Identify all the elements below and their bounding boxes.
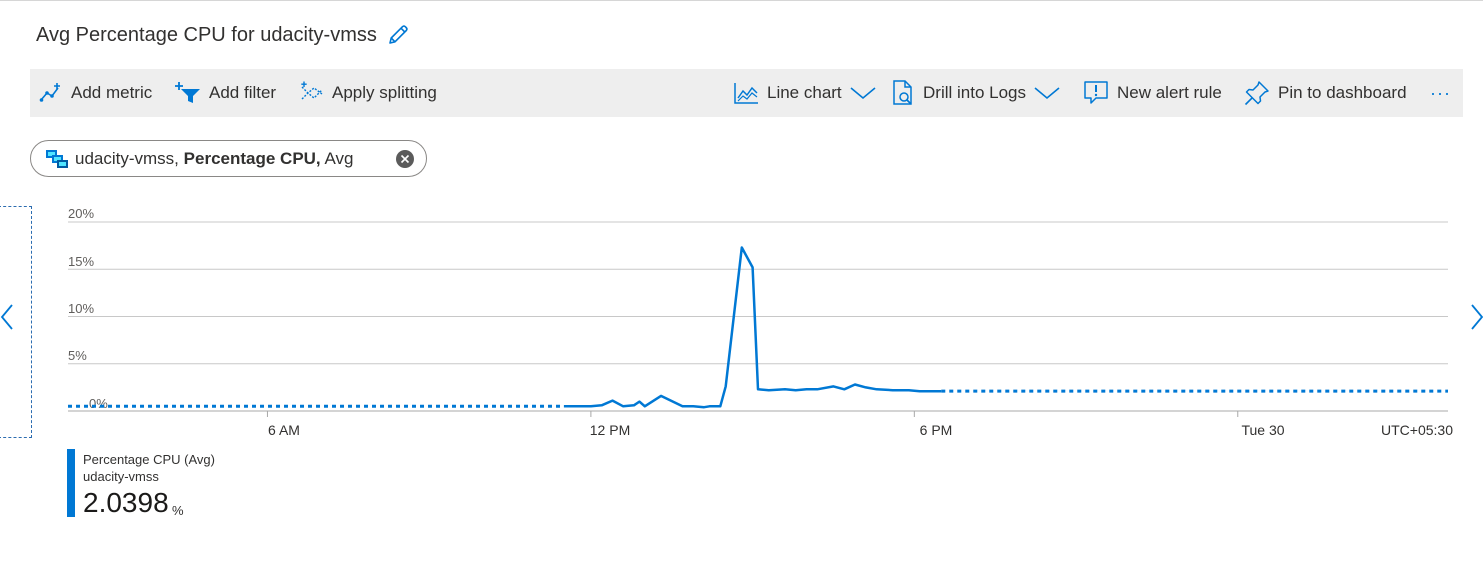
chart-title: Avg Percentage CPU for udacity-vmss — [36, 23, 377, 46]
timezone-label: UTC+05:30 — [1381, 422, 1453, 438]
new-alert-rule-label: New alert rule — [1117, 83, 1222, 102]
y-tick-label: 20% — [68, 206, 95, 221]
chevron-left-icon[interactable] — [0, 302, 16, 332]
metric-pill[interactable]: udacity-vmss, Percentage CPU, Avg — [30, 140, 427, 177]
pin-to-dashboard-label: Pin to dashboard — [1278, 83, 1407, 102]
x-tick-label: 6 PM — [919, 422, 953, 438]
filter-icon — [175, 82, 200, 103]
chevron-down-icon — [850, 87, 876, 100]
x-tick-label: 12 PM — [589, 422, 631, 438]
chevron-right-icon[interactable] — [1468, 302, 1483, 332]
y-tick-label: 10% — [68, 301, 95, 316]
legend-resource-name: udacity-vmss — [83, 469, 159, 484]
legend-value: 2.0398 — [83, 487, 169, 518]
line-chart-dropdown[interactable]: Line chart — [733, 69, 876, 117]
remove-metric-button[interactable] — [396, 150, 414, 168]
line-chart-icon — [734, 83, 758, 104]
pin-to-dashboard-button[interactable]: Pin to dashboard — [1244, 69, 1407, 117]
drill-into-logs-dropdown[interactable]: Drill into Logs — [891, 69, 1060, 117]
legend-unit: % — [172, 503, 184, 518]
pencil-icon — [389, 25, 408, 44]
pin-icon — [1244, 81, 1269, 106]
edit-title-button[interactable] — [385, 22, 411, 48]
top-border — [0, 0, 1483, 1]
close-icon — [400, 154, 410, 164]
more-icon: ··· — [1430, 82, 1451, 103]
more-options-button[interactable]: ··· — [1430, 69, 1451, 117]
y-tick-label: 5% — [68, 348, 87, 363]
pill-aggregation: Avg — [324, 148, 354, 168]
series-line — [563, 246, 942, 409]
legend-color-bar — [67, 449, 75, 517]
pill-metric: Percentage CPU, — [183, 148, 321, 168]
y-tick-label: 0% — [89, 396, 108, 411]
add-metric-icon — [39, 83, 60, 102]
y-tick-label: 15% — [68, 254, 95, 269]
vmss-icon — [46, 149, 68, 168]
metric-pill-text: udacity-vmss, Percentage CPU, Avg — [75, 149, 353, 169]
apply-splitting-label: Apply splitting — [332, 83, 437, 102]
new-alert-rule-button[interactable]: New alert rule — [1083, 69, 1222, 117]
drill-into-logs-label: Drill into Logs — [923, 83, 1026, 102]
add-metric-label: Add metric — [71, 83, 153, 102]
legend-metric-name: Percentage CPU (Avg) — [83, 452, 215, 467]
x-tick-label: 6 AM — [268, 422, 300, 438]
add-filter-label: Add filter — [209, 83, 277, 102]
selection-box — [0, 206, 32, 438]
add-filter-button[interactable]: Add filter — [175, 69, 276, 117]
chart-toolbar: Add metric Add filter Apply splitting Li… — [30, 69, 1463, 117]
pill-resource: udacity-vmss, — [75, 148, 179, 168]
apply-splitting-button[interactable]: Apply splitting — [300, 69, 437, 117]
logs-icon — [893, 80, 912, 105]
chevron-down-icon — [1034, 87, 1060, 100]
splitting-icon — [301, 81, 323, 100]
x-tick-label: Tue 30 — [1241, 422, 1285, 438]
line-chart-label: Line chart — [767, 83, 842, 102]
add-metric-button[interactable]: Add metric — [39, 69, 152, 117]
chart-header: Avg Percentage CPU for udacity-vmss — [36, 20, 411, 50]
alert-icon — [1084, 81, 1108, 104]
